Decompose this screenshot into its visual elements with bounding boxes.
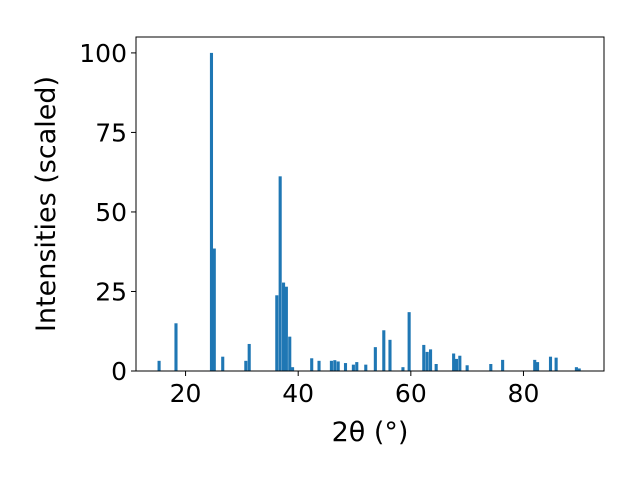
x-axis-ticks: 20 40 60 80 xyxy=(170,371,540,408)
bar xyxy=(209,52,214,372)
bar xyxy=(577,368,581,371)
bar xyxy=(355,362,359,371)
bar xyxy=(284,286,288,371)
bar xyxy=(310,358,314,371)
y-tick-label: 100 xyxy=(79,39,127,68)
bar xyxy=(275,295,279,371)
y-tick-label: 25 xyxy=(95,277,127,306)
bar xyxy=(458,355,462,371)
bar xyxy=(388,339,392,371)
bar xyxy=(548,356,553,371)
bar xyxy=(212,248,216,371)
bar xyxy=(343,363,348,371)
bar xyxy=(333,360,337,371)
y-axis-ticks: 0 25 50 75 100 xyxy=(79,39,136,386)
bar xyxy=(373,347,377,371)
bar xyxy=(291,367,295,371)
y-tick-label: 75 xyxy=(95,118,127,147)
x-axis-label: 2θ (°) xyxy=(332,417,409,448)
bar xyxy=(364,364,368,371)
bar xyxy=(465,365,469,371)
bar xyxy=(574,367,578,371)
x-tick-label: 60 xyxy=(395,379,427,408)
bar xyxy=(278,176,282,371)
bar xyxy=(422,344,426,371)
y-tick-label: 50 xyxy=(95,198,127,227)
bar xyxy=(454,358,458,371)
bar xyxy=(425,351,429,371)
bar xyxy=(244,360,248,371)
bar xyxy=(282,282,286,371)
bar xyxy=(536,362,540,371)
bar xyxy=(428,349,433,371)
y-tick-label: 0 xyxy=(111,357,127,386)
bar xyxy=(174,323,178,371)
bar xyxy=(501,359,505,371)
bar xyxy=(157,360,161,371)
bar xyxy=(401,367,405,371)
bar xyxy=(221,356,225,371)
bar xyxy=(351,364,355,371)
bars xyxy=(157,52,581,372)
x-tick-label: 40 xyxy=(282,379,314,408)
bar xyxy=(288,336,292,371)
bar xyxy=(489,364,493,371)
bar xyxy=(329,360,333,371)
x-tick-label: 20 xyxy=(170,379,202,408)
bar xyxy=(434,364,438,371)
y-axis-label: Intensities (scaled) xyxy=(31,76,62,332)
bar xyxy=(382,330,386,371)
bar xyxy=(317,360,321,371)
plot-frame xyxy=(135,36,605,372)
bar xyxy=(452,353,456,371)
bar xyxy=(247,343,251,371)
x-tick-label: 80 xyxy=(508,379,540,408)
bar xyxy=(533,359,537,371)
bar xyxy=(336,361,340,371)
bar xyxy=(407,312,411,371)
bar xyxy=(554,357,558,371)
